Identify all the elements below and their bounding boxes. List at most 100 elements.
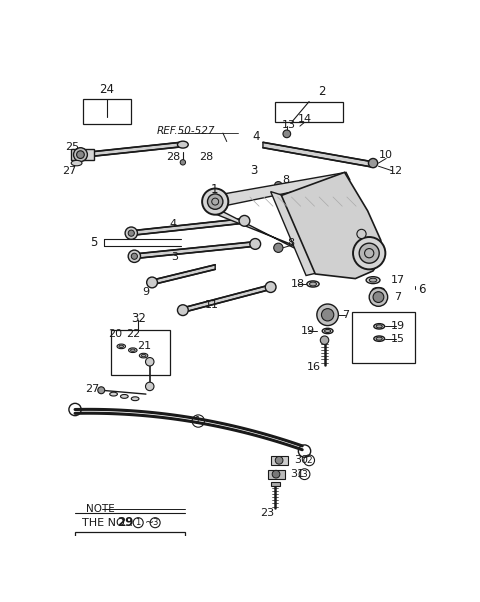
Polygon shape — [152, 265, 215, 285]
Bar — [111, 330, 170, 375]
Text: 6: 6 — [418, 283, 425, 296]
Text: ~: ~ — [145, 518, 155, 528]
Text: 8: 8 — [282, 175, 289, 185]
Text: 12: 12 — [389, 166, 403, 176]
Text: REF.50-527: REF.50-527 — [156, 126, 215, 136]
Circle shape — [239, 216, 250, 226]
Ellipse shape — [110, 392, 118, 396]
Text: 14: 14 — [298, 114, 312, 124]
Ellipse shape — [376, 337, 382, 340]
Circle shape — [322, 309, 334, 321]
Text: 21: 21 — [137, 341, 151, 352]
Ellipse shape — [374, 336, 384, 341]
Text: 31: 31 — [291, 469, 305, 479]
Circle shape — [353, 237, 385, 269]
Ellipse shape — [322, 328, 333, 334]
Text: 7: 7 — [343, 310, 349, 320]
Text: 22: 22 — [126, 329, 141, 339]
Polygon shape — [134, 241, 255, 259]
Text: 7: 7 — [394, 292, 401, 302]
Text: 20: 20 — [108, 329, 122, 339]
Text: 27: 27 — [62, 166, 76, 176]
Text: 23: 23 — [261, 507, 275, 518]
Circle shape — [317, 304, 338, 326]
Text: THE NO.: THE NO. — [82, 518, 128, 528]
Text: 5: 5 — [91, 236, 98, 249]
Text: 16: 16 — [307, 362, 321, 372]
Circle shape — [373, 292, 384, 302]
Text: 3: 3 — [301, 470, 307, 479]
Ellipse shape — [366, 277, 380, 284]
Text: 3: 3 — [153, 518, 158, 527]
Bar — [75, 532, 185, 563]
Circle shape — [73, 147, 87, 161]
Polygon shape — [267, 470, 285, 479]
Ellipse shape — [141, 355, 146, 357]
Circle shape — [357, 229, 366, 238]
Circle shape — [125, 227, 137, 240]
Text: 10: 10 — [379, 150, 393, 160]
Bar — [275, 102, 343, 122]
Polygon shape — [215, 172, 350, 208]
Circle shape — [145, 382, 154, 391]
Text: 27: 27 — [85, 383, 99, 394]
Polygon shape — [131, 219, 244, 235]
Polygon shape — [71, 149, 94, 160]
Circle shape — [265, 282, 276, 293]
Circle shape — [178, 305, 188, 315]
Ellipse shape — [178, 141, 188, 148]
Text: 11: 11 — [205, 300, 219, 310]
Circle shape — [98, 387, 105, 394]
Circle shape — [147, 277, 157, 288]
Text: 17: 17 — [391, 275, 405, 285]
Circle shape — [202, 188, 228, 215]
Circle shape — [128, 230, 134, 236]
Text: 24: 24 — [99, 82, 114, 96]
Circle shape — [272, 470, 280, 478]
Ellipse shape — [129, 348, 137, 353]
Text: 1: 1 — [135, 518, 141, 527]
Ellipse shape — [131, 397, 139, 401]
Circle shape — [274, 243, 283, 252]
Polygon shape — [281, 172, 383, 279]
Circle shape — [180, 160, 186, 165]
Circle shape — [283, 130, 291, 138]
Polygon shape — [271, 482, 280, 486]
Ellipse shape — [322, 305, 334, 311]
Ellipse shape — [117, 344, 125, 349]
Text: 3: 3 — [250, 164, 257, 178]
Polygon shape — [271, 191, 319, 276]
Text: 29: 29 — [118, 516, 134, 529]
Ellipse shape — [374, 324, 384, 329]
Circle shape — [128, 250, 141, 262]
Polygon shape — [215, 208, 358, 276]
Text: 1: 1 — [211, 183, 218, 196]
Text: 19: 19 — [391, 321, 405, 331]
Text: 28: 28 — [199, 152, 213, 162]
Text: 28: 28 — [166, 152, 180, 162]
Ellipse shape — [71, 160, 82, 166]
Text: 1: 1 — [195, 416, 201, 426]
Ellipse shape — [310, 282, 316, 286]
Circle shape — [145, 358, 154, 366]
Text: 13: 13 — [281, 120, 295, 129]
Text: 32: 32 — [131, 312, 145, 325]
Text: 25: 25 — [65, 142, 79, 152]
Circle shape — [275, 182, 282, 189]
Ellipse shape — [369, 278, 377, 282]
Text: NOTE: NOTE — [86, 504, 115, 514]
Ellipse shape — [120, 394, 128, 399]
Text: 9: 9 — [143, 288, 149, 297]
Polygon shape — [271, 456, 288, 465]
Text: 15: 15 — [391, 334, 405, 344]
Ellipse shape — [372, 288, 384, 293]
Text: 18: 18 — [291, 279, 305, 289]
Text: :: : — [126, 518, 133, 528]
Bar — [83, 99, 131, 124]
Text: 19: 19 — [300, 326, 315, 336]
Circle shape — [320, 336, 329, 344]
Bar — [352, 312, 415, 362]
Circle shape — [369, 288, 388, 306]
Text: 2: 2 — [306, 456, 312, 465]
Polygon shape — [183, 285, 271, 312]
